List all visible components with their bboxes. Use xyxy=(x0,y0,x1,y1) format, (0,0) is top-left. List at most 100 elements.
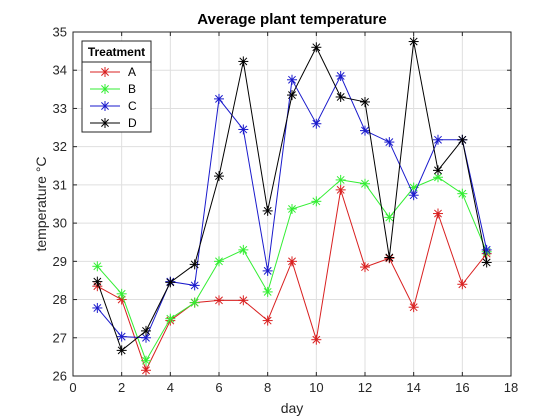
data-point-C xyxy=(238,124,249,135)
data-point-A xyxy=(408,302,419,313)
legend-label: D xyxy=(128,116,137,130)
data-point-B xyxy=(165,313,176,324)
data-point-D xyxy=(116,345,127,356)
y-tick-label: 28 xyxy=(53,292,67,307)
legend-marker xyxy=(100,67,110,77)
data-point-A xyxy=(457,279,468,290)
data-point-B xyxy=(262,286,273,297)
series-B xyxy=(92,172,492,366)
legend-item-B: B xyxy=(90,82,136,96)
data-point-B xyxy=(457,188,468,199)
chart-title: Average plant temperature xyxy=(197,11,387,28)
data-point-C xyxy=(384,137,395,148)
y-tick-label: 26 xyxy=(53,369,67,384)
data-point-B xyxy=(238,244,249,255)
data-point-A xyxy=(214,295,224,306)
data-point-D xyxy=(311,42,322,53)
data-point-C xyxy=(335,70,346,81)
x-tick-label: 10 xyxy=(309,380,323,395)
data-point-D xyxy=(457,134,468,145)
data-point-C xyxy=(189,280,200,291)
data-point-A xyxy=(262,315,273,326)
legend-box xyxy=(81,40,152,133)
y-tick-label: 31 xyxy=(53,177,67,192)
legend-marker xyxy=(100,118,110,128)
data-point-B xyxy=(360,178,370,189)
data-point-D xyxy=(214,171,224,182)
data-point-D xyxy=(287,90,297,101)
data-point-B xyxy=(141,355,151,366)
data-point-C xyxy=(408,190,419,201)
grid-lines xyxy=(72,31,512,377)
data-point-D xyxy=(189,259,200,270)
data-point-A xyxy=(433,208,443,219)
data-point-D xyxy=(408,36,419,47)
data-point-C xyxy=(262,265,273,276)
series-D xyxy=(92,36,492,356)
y-tick-label: 30 xyxy=(53,216,67,231)
legend-item-D: D xyxy=(90,116,137,130)
x-tick-label: 18 xyxy=(504,380,518,395)
x-tick-label: 2 xyxy=(118,380,125,395)
data-point-C xyxy=(214,93,224,104)
data-point-D xyxy=(92,276,103,287)
plot-frame xyxy=(72,31,512,377)
data-point-C xyxy=(311,118,322,129)
y-tick-label: 29 xyxy=(53,254,67,269)
legend-item-C: C xyxy=(90,99,137,113)
data-point-D xyxy=(262,205,273,216)
y-tick-label: 33 xyxy=(53,101,67,116)
axis-ticks: 0 2 4 6 8 10 12 14 16 18 26 27 28 29 30 31 32 33 34 35 xyxy=(53,25,519,396)
data-point-C xyxy=(116,331,127,342)
data-point-B xyxy=(311,196,322,207)
data-point-C xyxy=(433,134,443,145)
data-point-A xyxy=(335,184,346,195)
legend-label: C xyxy=(128,99,137,113)
x-tick-label: 0 xyxy=(69,380,76,395)
legend-title: Treatment xyxy=(88,45,145,59)
data-point-C xyxy=(360,125,370,136)
data-point-D xyxy=(165,277,176,288)
data-point-A xyxy=(360,262,370,273)
series-layer xyxy=(92,36,492,376)
legend-item-A: A xyxy=(90,65,136,79)
data-point-D xyxy=(481,257,492,268)
data-point-B xyxy=(214,256,224,267)
y-tick-label: 32 xyxy=(53,139,67,154)
legend-label: B xyxy=(128,82,136,96)
x-tick-label: 14 xyxy=(406,380,420,395)
data-point-B xyxy=(335,174,346,185)
data-point-A xyxy=(238,295,249,306)
data-point-A xyxy=(311,334,322,345)
x-tick-label: 16 xyxy=(455,380,469,395)
legend-marker xyxy=(100,84,110,94)
x-tick-label: 4 xyxy=(167,380,174,395)
data-point-C xyxy=(287,74,297,85)
data-point-D xyxy=(360,96,370,107)
y-tick-label: 34 xyxy=(53,63,67,78)
data-point-B xyxy=(116,288,127,299)
data-point-D xyxy=(335,91,346,102)
data-point-D xyxy=(141,325,151,336)
legend-marker xyxy=(100,101,110,111)
data-point-A xyxy=(287,256,297,267)
x-axis-label: day xyxy=(281,400,304,416)
data-point-A xyxy=(141,365,151,376)
y-tick-label: 27 xyxy=(53,330,67,345)
data-point-B xyxy=(92,261,103,272)
legend-label: A xyxy=(128,65,136,79)
y-axis-label: temperature °C xyxy=(33,156,49,251)
data-point-C xyxy=(92,302,103,313)
data-point-D xyxy=(384,252,395,263)
data-point-B xyxy=(384,212,395,223)
data-point-B xyxy=(287,203,297,214)
x-tick-label: 8 xyxy=(264,380,271,395)
data-point-D xyxy=(238,56,249,67)
data-point-B xyxy=(189,297,200,308)
data-point-D xyxy=(433,165,443,176)
y-tick-label: 35 xyxy=(53,25,67,40)
x-tick-label: 6 xyxy=(215,380,222,395)
